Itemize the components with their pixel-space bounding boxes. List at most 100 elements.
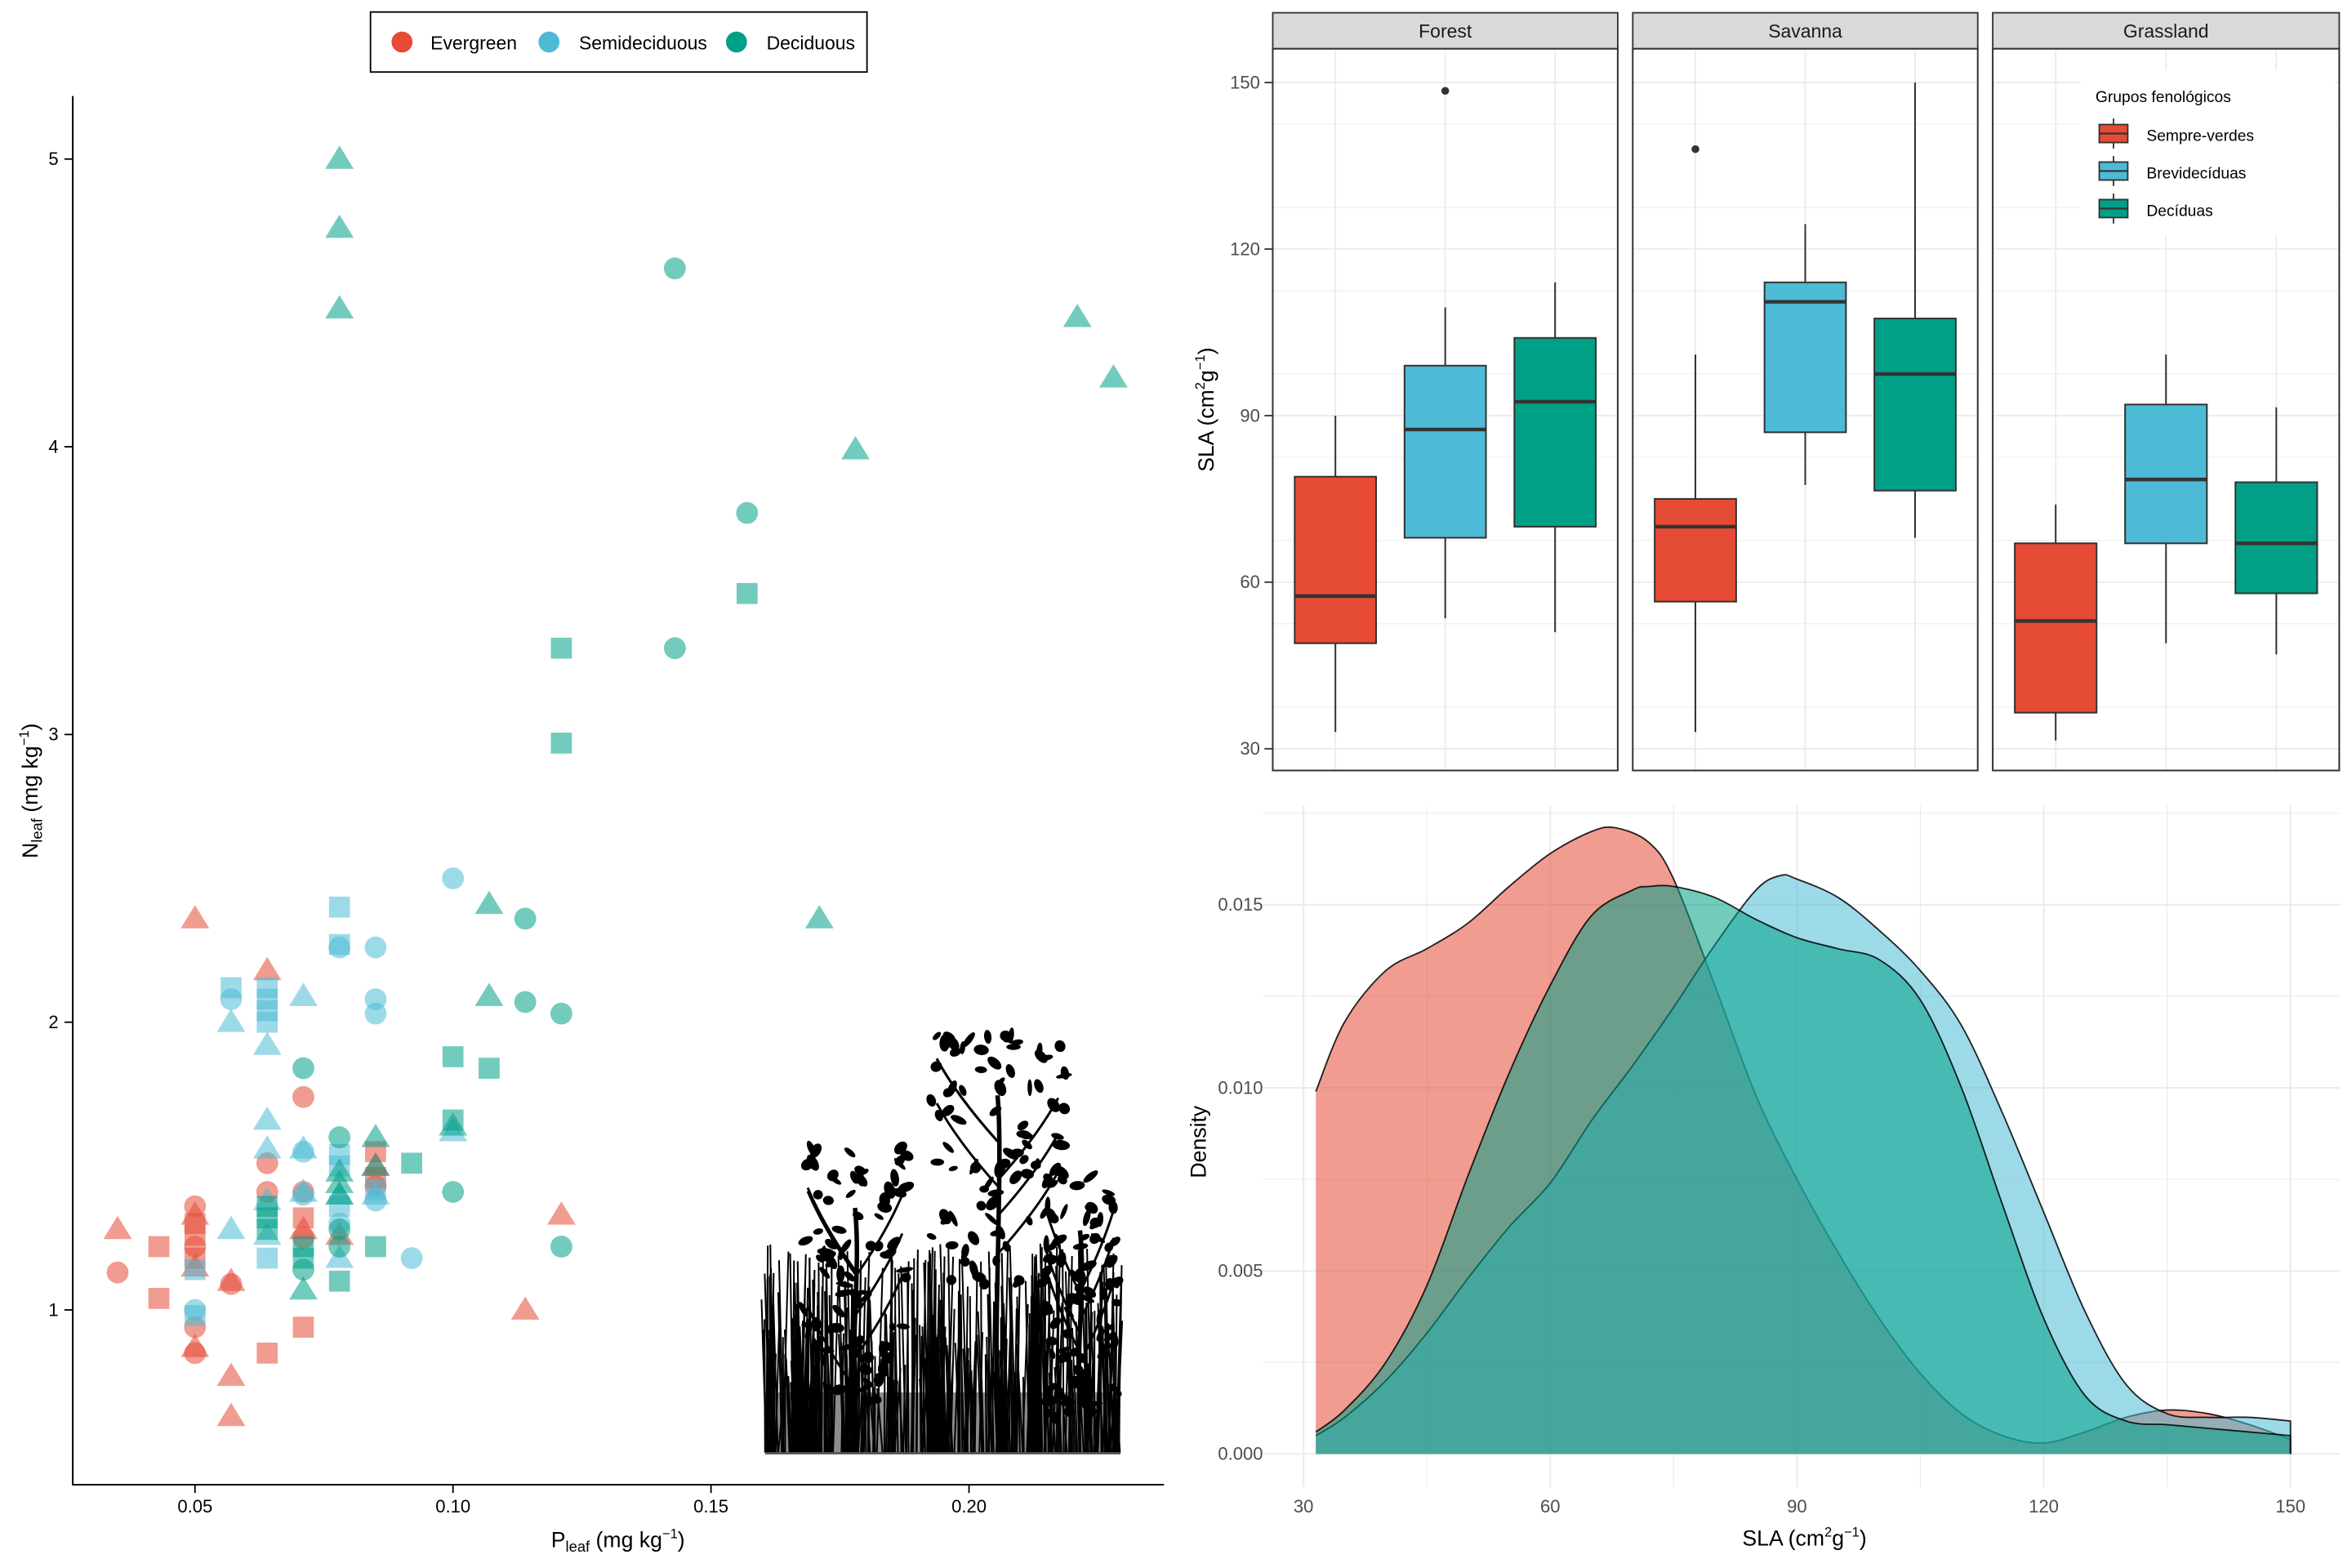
scatter-point-evergreen-triangle (546, 1201, 576, 1225)
boxplot-legend-title: Grupos fenológicos (2096, 89, 2231, 106)
scatter-point-semideciduous-triangle (252, 1031, 282, 1055)
scatter-point-evergreen-circle (292, 1085, 314, 1108)
savanna-vegetation-illustration (760, 1027, 1124, 1454)
density-y-ticks: 0.000 0.005 0.010 0.015 (1218, 894, 1263, 1463)
box-iqr (1873, 317, 1957, 492)
scatter-y-ticks: 1 2 3 4 5 (48, 149, 73, 1320)
boxplot-y-axis-title: SLA (cm2g−1) (1192, 347, 1218, 471)
scatter-point-semideciduous-circle (292, 1140, 314, 1163)
scatter-point-evergreen-triangle (252, 956, 282, 981)
facet-panel-border (1992, 47, 2341, 772)
boxplot-panel: Forest Savanna Grassland 30 60 90 120 150 SLA … (1192, 11, 2341, 772)
scatter-point-deciduous-circle (328, 1236, 351, 1258)
density-y-tick-label: 0.000 (1218, 1444, 1263, 1464)
density-x-tick-label: 60 (1540, 1496, 1561, 1517)
density-y-axis-title: Density (1187, 1105, 1211, 1178)
density-area-deciduous (1316, 885, 2291, 1454)
density-outline-deciduous (1315, 884, 2292, 1454)
scatter-point-semideciduous-circle (292, 1183, 314, 1206)
density-y-tick-label: 0.005 (1218, 1261, 1263, 1281)
box-deciduous (1873, 82, 1957, 538)
scatter-y-tick-label: 3 (48, 724, 58, 745)
scatter-point-semideciduous-square (256, 1247, 278, 1269)
scatter-point-deciduous-circle (550, 1002, 572, 1025)
small-tree-drawing (798, 1140, 915, 1423)
scatter-point-deciduous-square (328, 1270, 350, 1292)
scatter-point-deciduous-square (479, 1058, 500, 1079)
legend-label-evergreen: Evergreen (430, 33, 517, 54)
density-areas (1315, 826, 2292, 1454)
scatter-point-deciduous-triangle (289, 1276, 318, 1300)
legend-key-semideciduous (538, 31, 560, 53)
large-tree-drawing (926, 1027, 1072, 1423)
scatter-point-deciduous-circle (663, 637, 686, 660)
facet-panel-border (1632, 47, 1979, 772)
box-semideciduous (2124, 354, 2208, 644)
scatter-point-deciduous-triangle (325, 214, 354, 238)
box-iqr (2124, 403, 2208, 545)
box-semideciduous (1763, 224, 1847, 485)
legend-label-semideciduous: Semideciduous (579, 33, 707, 54)
facet-strip (1272, 11, 1619, 50)
scatter-point-semideciduous-circle (400, 1247, 423, 1269)
scatter-point-deciduous-square (256, 1218, 278, 1241)
box-iqr (1294, 475, 1378, 644)
boxplot-y-ticks: 30 60 90 120 150 (1230, 72, 1272, 759)
scatter-point-deciduous-triangle (325, 145, 354, 169)
scatter-point-semideciduous-square (184, 1258, 206, 1281)
box-evergreen (2014, 504, 2098, 741)
legend-key-deciduous (725, 31, 747, 53)
box-outlier (1441, 87, 1450, 96)
facet-forest: Forest (1272, 11, 1619, 772)
scatter-point-evergreen-triangle (216, 1362, 246, 1386)
scatter-point-semideciduous-circle (442, 867, 465, 889)
scatter-point-deciduous-triangle (361, 1124, 390, 1147)
scatter-legend: Evergreen Semideciduous Deciduous (369, 11, 868, 74)
legend-key-evergreen (2098, 118, 2129, 149)
facet-strip (1632, 11, 1979, 50)
scatter-x-axis-title: Pleaf (mg kg−1) (551, 1526, 685, 1555)
scatter-y-tick-label: 1 (48, 1299, 58, 1320)
boxplot-y-tick-label: 30 (1240, 738, 1260, 759)
density-x-tick-label: 90 (1787, 1496, 1807, 1517)
legend-label-brevideciduas: Brevidecíduas (2146, 166, 2246, 183)
legend-key-deciduous (2098, 194, 2129, 224)
boxplot-y-tick-label: 120 (1230, 238, 1260, 259)
scatter-x-tick-label: 0.10 (435, 1496, 470, 1517)
scatter-y-tick-label: 5 (48, 149, 58, 169)
scatter-point-deciduous-circle (514, 907, 537, 930)
scatter-point-deciduous-circle (292, 1057, 314, 1080)
scatter-point-deciduous-square (550, 733, 572, 754)
scatter-point-evergreen-circle (184, 1342, 207, 1365)
legend-key-evergreen (391, 31, 413, 53)
scatter-point-deciduous-triangle (439, 1111, 468, 1136)
box-iqr (1513, 336, 1597, 528)
right-tree-drawing (1035, 1165, 1124, 1424)
boxplot-legend: Grupos fenológicos Sempre-verdes Brevide… (2080, 70, 2336, 236)
scatter-point-evergreen-square (292, 1316, 314, 1338)
legend-label-sempre-verdes: Sempre-verdes (2146, 128, 2254, 145)
scatter-point-semideciduous-square (328, 896, 350, 918)
scatter-point-deciduous-circle (736, 501, 759, 524)
density-y-tick-label: 0.010 (1218, 1077, 1263, 1098)
scatter-y-tick-label: 2 (48, 1012, 58, 1032)
scatter-point-deciduous-circle (292, 1258, 314, 1281)
scatter-point-deciduous-triangle (474, 890, 504, 915)
box-iqr (1763, 281, 1847, 434)
scatter-x-ticks: 0.05 0.10 0.15 0.20 (177, 1485, 987, 1517)
density-x-tick-label: 120 (2029, 1496, 2059, 1517)
scatter-point-semideciduous-circle (220, 988, 243, 1010)
boxplot-legend-keys (2098, 118, 2129, 224)
density-y-tick-label: 0.015 (1218, 894, 1263, 915)
scatter-point-deciduous-square (736, 582, 758, 604)
facet-strip-label: Forest (1419, 20, 1472, 42)
scatter-point-evergreen-triangle (510, 1296, 540, 1320)
scatter-point-semideciduous-triangle (252, 1106, 282, 1130)
scatter-panel: Evergreen Semideciduous Deciduous 0.05 0.… (16, 11, 1165, 1555)
density-x-ticks: 30 60 90 120 150 (1294, 1496, 2305, 1517)
scatter-point-evergreen-triangle (216, 1402, 246, 1427)
scatter-point-semideciduous-circle (364, 936, 387, 959)
density-x-tick-label: 30 (1294, 1496, 1314, 1517)
box-semideciduous (1403, 87, 1487, 619)
